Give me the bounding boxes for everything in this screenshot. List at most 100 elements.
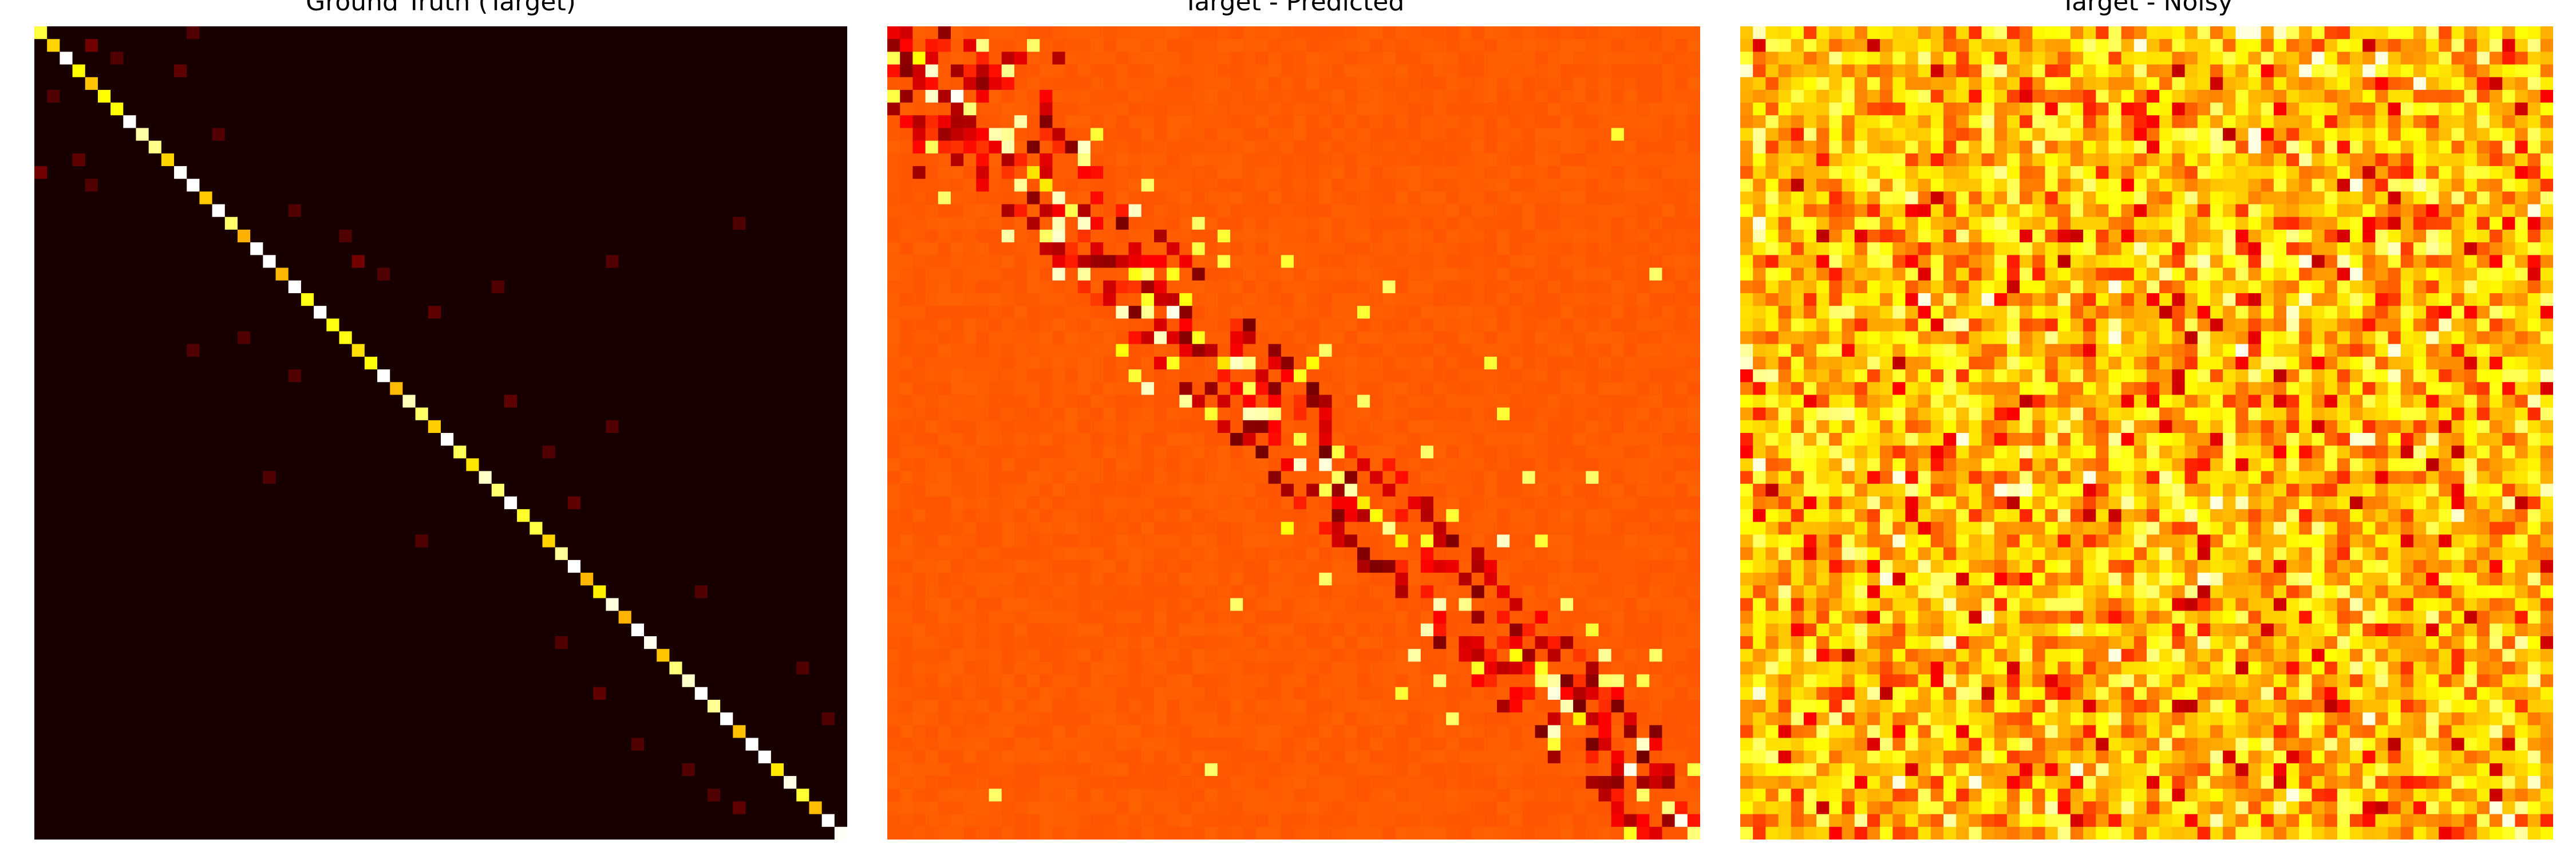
ground-truth-cell: [326, 255, 340, 269]
target-predicted-cell: [900, 77, 913, 90]
ground-truth-cell: [593, 547, 607, 561]
target-predicted-cell: [1522, 89, 1536, 103]
ground-truth-cell: [657, 789, 670, 802]
ground-truth-cell: [517, 77, 530, 90]
ground-truth-cell: [821, 115, 835, 129]
ground-truth-cell: [517, 573, 530, 586]
ground-truth-cell: [720, 306, 733, 319]
ground-truth-cell: [453, 103, 467, 116]
ground-truth-cell: [390, 674, 404, 688]
ground-truth-cell: [390, 344, 404, 357]
ground-truth-cell: [809, 115, 823, 129]
ground-truth-cell: [441, 255, 454, 269]
ground-truth-cell: [682, 420, 696, 434]
ground-truth-cell: [123, 140, 137, 154]
ground-truth-cell: [694, 446, 708, 459]
ground-truth-cell: [707, 649, 721, 662]
ground-truth-cell: [784, 725, 797, 739]
ground-truth-cell: [238, 750, 251, 764]
ground-truth-cell: [733, 738, 746, 751]
target-predicted-cell: [1306, 115, 1319, 129]
target-predicted-cell: [1217, 179, 1231, 192]
ground-truth-cell: [428, 64, 441, 78]
ground-truth-cell: [466, 433, 480, 446]
ground-truth-cell: [733, 103, 746, 116]
ground-truth-cell: [123, 446, 137, 459]
target-predicted-cell: [1332, 166, 1345, 179]
ground-truth-cell: [136, 509, 149, 522]
ground-truth-cell: [390, 661, 404, 675]
target-predicted-cell: [1128, 64, 1142, 78]
ground-truth-cell: [530, 789, 543, 802]
ground-truth-cell: [85, 420, 98, 434]
ground-truth-cell: [517, 356, 530, 370]
ground-truth-cell: [453, 712, 467, 726]
ground-truth-cell: [136, 52, 149, 65]
ground-truth-cell: [758, 649, 772, 662]
ground-truth-cell: [745, 699, 759, 713]
target-predicted-cell: [1001, 166, 1015, 179]
ground-truth-cell: [580, 547, 594, 561]
ground-truth-cell: [821, 103, 835, 116]
ground-truth-cell: [517, 559, 530, 573]
ground-truth-cell: [694, 191, 708, 205]
ground-truth-cell: [580, 814, 594, 828]
ground-truth-cell: [504, 230, 517, 243]
target-predicted-cell: [1052, 77, 1066, 90]
target-predicted-cell: [1306, 26, 1319, 40]
ground-truth-cell: [758, 52, 772, 65]
ground-truth-cell: [110, 369, 124, 383]
ground-truth-cell: [377, 255, 390, 269]
ground-truth-cell: [644, 826, 657, 840]
ground-truth-cell: [441, 140, 454, 154]
ground-truth-cell: [288, 280, 302, 294]
target-predicted-cell: [1420, 26, 1434, 40]
ground-truth-cell: [224, 496, 238, 510]
ground-truth-cell: [542, 306, 556, 319]
ground-truth-cell: [631, 649, 645, 662]
ground-truth-cell: [466, 382, 480, 396]
ground-truth-cell: [326, 128, 340, 141]
ground-truth-cell: [415, 649, 429, 662]
ground-truth-cell: [250, 509, 263, 522]
ground-truth-cell: [136, 712, 149, 726]
ground-truth-cell: [314, 687, 327, 700]
ground-truth-cell: [606, 496, 619, 510]
ground-truth-cell: [351, 140, 365, 154]
ground-truth-cell: [720, 446, 733, 459]
ground-truth-cell: [415, 725, 429, 739]
ground-truth-cell: [530, 534, 543, 548]
ground-truth-cell: [351, 420, 365, 434]
ground-truth-cell: [517, 216, 530, 230]
ground-truth-cell: [453, 39, 467, 52]
target-predicted-cell: [1649, 89, 1663, 103]
ground-truth-cell: [453, 738, 467, 751]
ground-truth-cell: [758, 471, 772, 484]
ground-truth-cell: [72, 483, 86, 497]
target-predicted-cell: [1598, 140, 1612, 154]
ground-truth-cell: [377, 318, 390, 332]
ground-truth-cell: [580, 407, 594, 421]
ground-truth-cell: [275, 598, 289, 612]
ground-truth-cell: [390, 738, 404, 751]
ground-truth-cell: [187, 103, 200, 116]
ground-truth-cell: [288, 699, 302, 713]
ground-truth-cell: [542, 446, 556, 459]
ground-truth-cell: [339, 356, 353, 370]
ground-truth-cell: [479, 52, 492, 65]
ground-truth-cell: [745, 458, 759, 472]
ground-truth-cell: [657, 39, 670, 52]
ground-truth-cell: [466, 789, 480, 802]
ground-truth-cell: [136, 331, 149, 345]
ground-truth-cell: [428, 77, 441, 90]
ground-truth-cell: [809, 306, 823, 319]
ground-truth-cell: [250, 267, 263, 281]
ground-truth-cell: [47, 382, 60, 396]
ground-truth-cell: [364, 725, 378, 739]
ground-truth-cell: [402, 699, 416, 713]
ground-truth-cell: [733, 687, 746, 700]
ground-truth-cell: [47, 204, 60, 218]
ground-truth-cell: [567, 534, 581, 548]
target-predicted-cell: [1687, 89, 1700, 103]
ground-truth-cell: [453, 255, 467, 269]
